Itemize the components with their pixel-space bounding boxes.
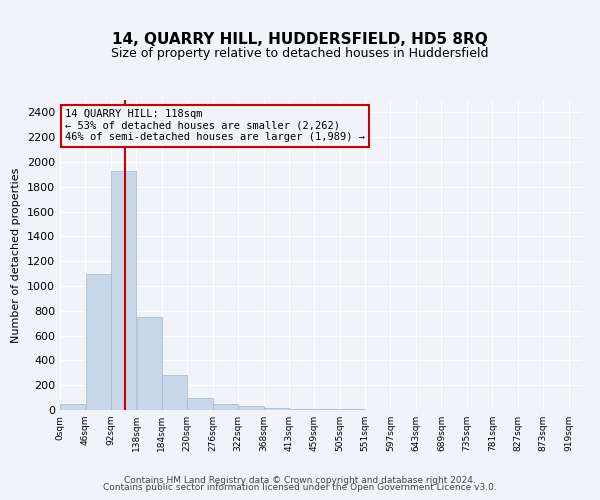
Bar — [60, 404, 85, 410]
Text: Size of property relative to detached houses in Huddersfield: Size of property relative to detached ho… — [111, 48, 489, 60]
Text: Contains public sector information licensed under the Open Government Licence v3: Contains public sector information licen… — [103, 484, 497, 492]
Bar — [314, 409, 340, 410]
Text: Contains HM Land Registry data © Crown copyright and database right 2024.: Contains HM Land Registry data © Crown c… — [124, 476, 476, 485]
Text: 14 QUARRY HILL: 118sqm
← 53% of detached houses are smaller (2,262)
46% of semi-: 14 QUARRY HILL: 118sqm ← 53% of detached… — [65, 110, 365, 142]
Bar — [86, 274, 111, 410]
Y-axis label: Number of detached properties: Number of detached properties — [11, 168, 22, 342]
Text: 14, QUARRY HILL, HUDDERSFIELD, HD5 8RQ: 14, QUARRY HILL, HUDDERSFIELD, HD5 8RQ — [112, 32, 488, 48]
Bar — [264, 408, 289, 410]
Bar — [238, 406, 263, 410]
Bar — [162, 376, 187, 410]
Bar — [111, 172, 136, 410]
Bar — [289, 409, 314, 410]
Bar — [137, 317, 162, 410]
Bar — [213, 404, 238, 410]
Bar — [187, 398, 212, 410]
